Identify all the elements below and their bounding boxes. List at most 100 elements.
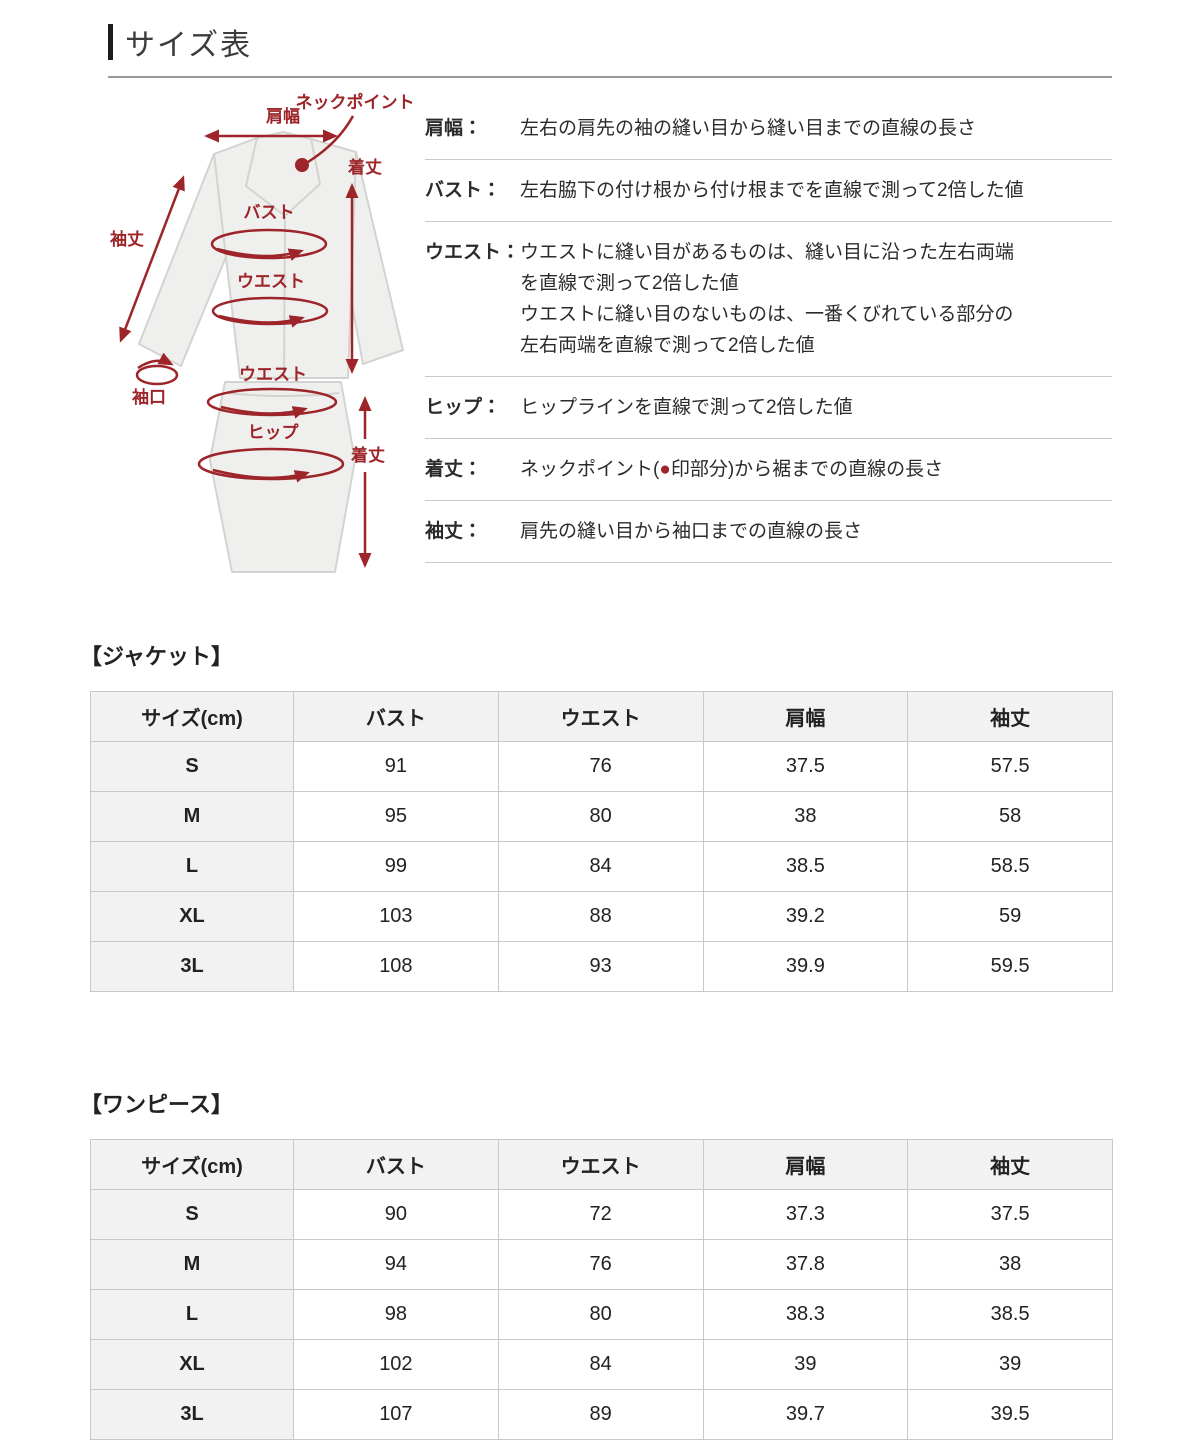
cuff-arrow — [137, 352, 174, 370]
value-cell: 58 — [907, 791, 1113, 842]
garment-diagram-svg: 肩幅 ネックポイント 着丈 袖丈 バスト ウエスト 袖口 — [109, 92, 415, 573]
waist-skirt-arrow — [220, 405, 308, 419]
diagram-label-bust: バスト — [244, 203, 295, 222]
value-cell: 76 — [497, 741, 704, 792]
value-cell: 39.9 — [702, 941, 909, 992]
jacket-size-table: サイズ(cm) バスト ウエスト 肩幅 袖丈 S 91 76 37.5 57.5… — [90, 691, 1113, 992]
cuff-ellipse — [135, 364, 179, 386]
value-cell: 38 — [907, 1239, 1113, 1290]
jacket-section-heading: 【ジャケット】 — [80, 644, 233, 669]
value-cell: 39.7 — [702, 1389, 909, 1440]
value-cell: 37.8 — [702, 1239, 909, 1290]
table-row: XL 102 84 39 39 — [90, 1339, 1113, 1390]
column-header-size: サイズ(cm) — [90, 1139, 294, 1190]
value-cell: 76 — [497, 1239, 704, 1290]
column-header-size: サイズ(cm) — [90, 691, 294, 742]
definition-line: 肩先の縫い目から袖口までの直線の長さ — [520, 521, 863, 542]
bust-ellipse — [210, 228, 328, 260]
value-cell: 39 — [702, 1339, 909, 1390]
size-cell: S — [90, 1189, 294, 1240]
definition-line: 左右脇下の付け根から付け根までを直線で測って2倍した値 — [520, 180, 1024, 201]
table-row: M 95 80 38 58 — [90, 791, 1113, 842]
size-cell: M — [90, 791, 294, 842]
title-bar-icon — [108, 24, 113, 60]
diagram-label-sleeve-length: 袖丈 — [109, 229, 144, 249]
definition-term: ヒップ： — [425, 397, 502, 418]
value-cell: 102 — [293, 1339, 499, 1390]
value-cell: 37.5 — [907, 1189, 1113, 1240]
definition-line: ネックポイント(●印部分)から裾までの直線の長さ — [520, 454, 1112, 485]
bust-arrow — [216, 247, 304, 261]
diagram-label-waist-skirt: ウエスト — [239, 365, 307, 384]
definition-description: 肩先の縫い目から袖口までの直線の長さ — [520, 516, 1112, 547]
value-cell: 39 — [907, 1339, 1113, 1390]
value-cell: 84 — [497, 1339, 704, 1390]
waist-skirt-ellipse — [206, 387, 338, 417]
value-cell: 103 — [293, 891, 499, 942]
waist-jacket-arrow — [218, 314, 305, 328]
diagram-label-cuff: 袖口 — [131, 387, 166, 407]
column-header-shoulder: 肩幅 — [702, 691, 909, 742]
value-cell: 59 — [907, 891, 1113, 942]
measurement-diagram: 肩幅 ネックポイント 着丈 袖丈 バスト ウエスト 袖口 — [105, 92, 425, 617]
size-cell: S — [90, 741, 294, 792]
definition-description: ウエストに縫い目があるものは、縫い目に沿った左右両端 を直線で測って2倍した値 … — [520, 237, 1112, 361]
table-header-row: サイズ(cm) バスト ウエスト 肩幅 袖丈 — [90, 691, 1113, 742]
onepiece-size-table: サイズ(cm) バスト ウエスト 肩幅 袖丈 S 90 72 37.3 37.5… — [90, 1139, 1113, 1440]
hip-arrow — [212, 468, 310, 483]
definition-description: ヒップラインを直線で測って2倍した値 — [520, 392, 1112, 423]
definition-description: 左右脇下の付け根から付け根までを直線で測って2倍した値 — [520, 175, 1112, 206]
value-cell: 72 — [497, 1189, 704, 1240]
value-cell: 84 — [497, 841, 704, 892]
definition-row: 肩幅： 左右の肩先の袖の縫い目から縫い目までの直線の長さ — [425, 98, 1112, 160]
onepiece-size-section: 【ワンピース】 サイズ(cm) バスト ウエスト 肩幅 袖丈 S 90 72 3… — [80, 1087, 1113, 1440]
value-cell: 38.5 — [702, 841, 909, 892]
value-cell: 107 — [293, 1389, 499, 1440]
definition-line: を直線で測って2倍した値 — [520, 273, 739, 294]
page-header: サイズ表 — [108, 0, 1112, 78]
value-cell: 39.2 — [702, 891, 909, 942]
definition-description: 左右の肩先の袖の縫い目から縫い目までの直線の長さ — [520, 113, 1112, 144]
size-cell: 3L — [90, 941, 294, 992]
definition-line: ヒップラインを直線で測って2倍した値 — [520, 397, 853, 418]
definition-line: ウエストに縫い目があるものは、縫い目に沿った左右両端 — [520, 242, 1015, 263]
value-cell: 80 — [497, 1289, 704, 1340]
definition-text-pre: ネックポイント( — [520, 459, 660, 480]
definition-term: 肩幅： — [425, 118, 483, 139]
value-cell: 37.5 — [702, 741, 909, 792]
table-row: M 94 76 37.8 38 — [90, 1239, 1113, 1290]
value-cell: 94 — [293, 1239, 499, 1290]
table-row: L 98 80 38.3 38.5 — [90, 1289, 1113, 1340]
value-cell: 57.5 — [907, 741, 1113, 792]
table-row: S 91 76 37.5 57.5 — [90, 741, 1113, 792]
column-header-waist: ウエスト — [497, 1139, 704, 1190]
neck-point-dot — [295, 158, 309, 172]
definition-term: ウエスト： — [425, 242, 521, 263]
value-cell: 38 — [702, 791, 909, 842]
table-row: S 90 72 37.3 37.5 — [90, 1189, 1113, 1240]
diagram-label-shoulder-width: 肩幅 — [266, 106, 300, 126]
lapel-lines — [245, 137, 321, 379]
diagram-label-body-length-skirt: 着丈 — [351, 445, 385, 465]
definition-description: ネックポイント(●印部分)から裾までの直線の長さ — [520, 454, 1112, 485]
column-header-sleeve: 袖丈 — [907, 1139, 1113, 1190]
value-cell: 95 — [293, 791, 499, 842]
value-cell: 108 — [293, 941, 499, 992]
table-row: 3L 108 93 39.9 59.5 — [90, 941, 1113, 992]
value-cell: 58.5 — [907, 841, 1113, 892]
waist-jacket-ellipse — [211, 296, 329, 326]
value-cell: 38.3 — [702, 1289, 909, 1340]
definition-row: 着丈： ネックポイント(●印部分)から裾までの直線の長さ — [425, 439, 1112, 501]
diagram-label-hip: ヒップ — [248, 422, 300, 442]
page-title: サイズ表 — [125, 29, 253, 62]
definition-row: ウエスト： ウエストに縫い目があるものは、縫い目に沿った左右両端 を直線で測って… — [425, 222, 1112, 377]
measurement-guide: 肩幅 ネックポイント 着丈 袖丈 バスト ウエスト 袖口 — [105, 92, 1112, 617]
table-row: XL 103 88 39.2 59 — [90, 891, 1113, 942]
definition-line: 左右の肩先の袖の縫い目から縫い目までの直線の長さ — [520, 118, 977, 139]
diagram-label-body-length-top: 着丈 — [348, 157, 382, 177]
definition-term: 着丈： — [425, 459, 483, 480]
jacket-size-section: 【ジャケット】 サイズ(cm) バスト ウエスト 肩幅 袖丈 S 91 76 3… — [80, 639, 1113, 992]
column-header-sleeve: 袖丈 — [907, 691, 1113, 742]
table-header-row: サイズ(cm) バスト ウエスト 肩幅 袖丈 — [90, 1139, 1113, 1190]
